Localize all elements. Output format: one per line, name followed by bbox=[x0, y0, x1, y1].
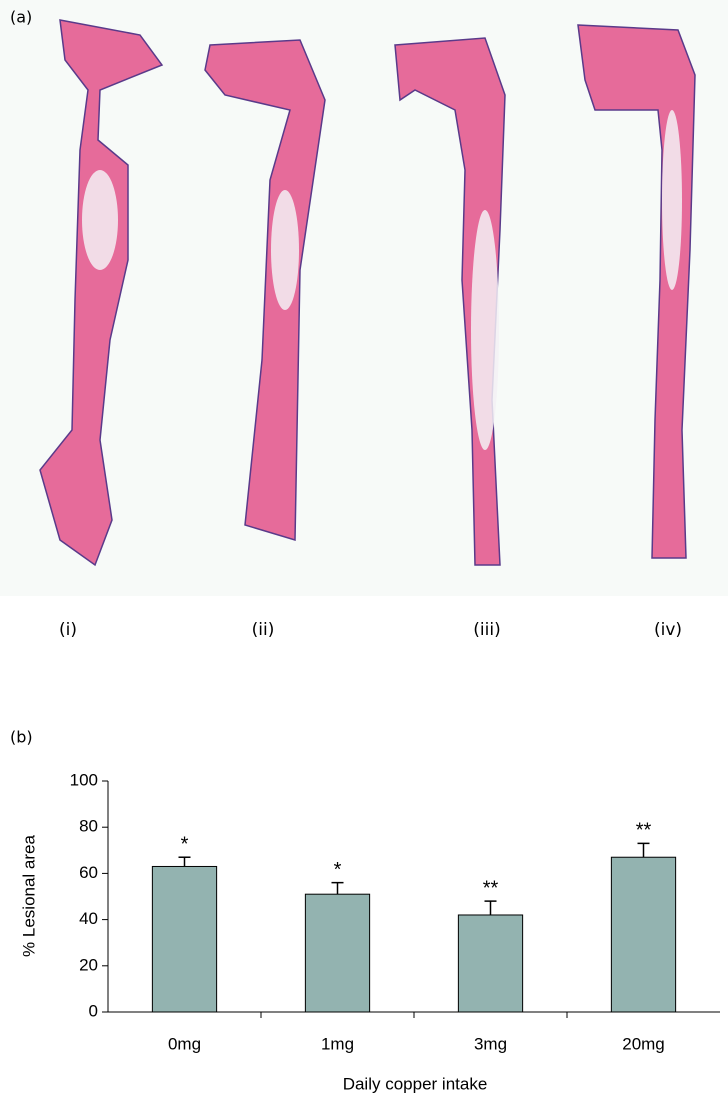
pale-area bbox=[662, 110, 682, 290]
bar bbox=[151, 865, 218, 1013]
y-tick-label: 0 bbox=[89, 1001, 98, 1020]
caption: (iii) bbox=[473, 620, 500, 640]
significance-marker: * bbox=[181, 834, 189, 856]
significance-marker: ** bbox=[483, 877, 499, 899]
panel-label: (a) bbox=[10, 8, 32, 27]
caption: (i) bbox=[59, 620, 77, 640]
specimen-pale-areas bbox=[82, 110, 682, 450]
x-tick-label: 20mg bbox=[622, 1034, 665, 1053]
y-tick-label: 80 bbox=[79, 817, 98, 836]
bar bbox=[304, 893, 371, 1013]
specimen bbox=[39, 19, 164, 567]
bar bbox=[457, 914, 524, 1013]
y-tick-label: 100 bbox=[70, 770, 98, 789]
pale-area bbox=[471, 210, 499, 450]
y-tick-label: 40 bbox=[79, 909, 98, 928]
significance-marker: * bbox=[334, 859, 342, 881]
caption: (iv) bbox=[654, 620, 682, 640]
x-axis-title: Daily copper intake bbox=[343, 1074, 488, 1093]
caption: (ii) bbox=[252, 620, 275, 640]
bar bbox=[610, 856, 677, 1013]
x-tick-label: 0mg bbox=[168, 1034, 201, 1053]
specimen bbox=[204, 39, 326, 542]
x-tick-label: 3mg bbox=[474, 1034, 507, 1053]
pale-area bbox=[82, 170, 118, 270]
significance-marker: ** bbox=[636, 820, 652, 842]
panel-label: (b) bbox=[10, 728, 33, 747]
pale-area bbox=[271, 190, 299, 310]
x-tick-label: 1mg bbox=[321, 1034, 354, 1053]
y-tick-label: 20 bbox=[79, 955, 98, 974]
y-axis-title: % Lesional area bbox=[19, 835, 38, 957]
y-tick-label: 60 bbox=[79, 863, 98, 882]
specimen bbox=[394, 37, 506, 566]
